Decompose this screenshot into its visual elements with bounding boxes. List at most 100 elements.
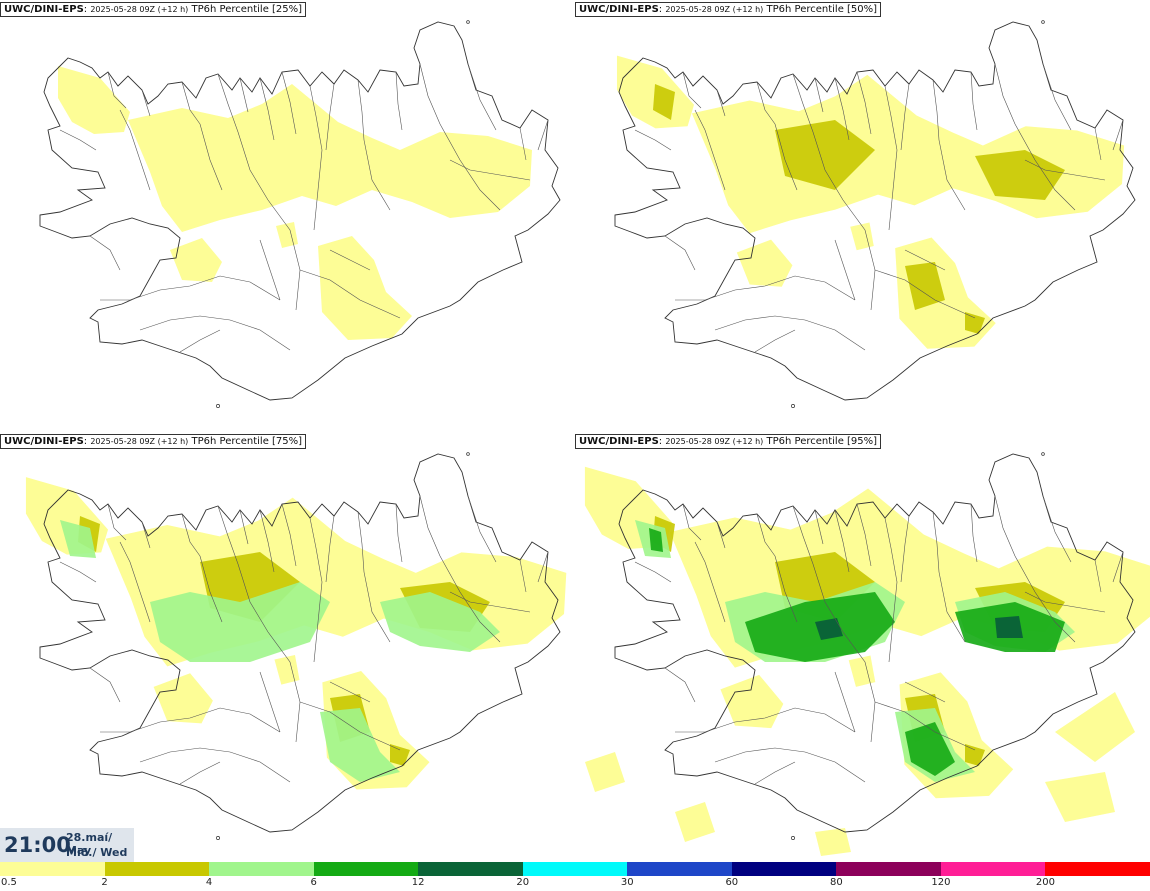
road-line bbox=[139, 315, 291, 351]
road-line bbox=[281, 71, 297, 135]
road-line bbox=[363, 571, 391, 643]
road-line bbox=[664, 235, 696, 271]
map-canvas bbox=[39, 20, 561, 408]
precip-area bbox=[720, 674, 784, 729]
panel-title: UWC/DINI-EPS: 2025-05-28 09Z (+12 h) TP6… bbox=[575, 434, 882, 449]
run-date: 2025-05-28 09Z (+12 h) bbox=[665, 5, 764, 14]
precip-area bbox=[60, 520, 96, 558]
run-date: 2025-05-28 09Z (+12 h) bbox=[90, 437, 189, 446]
precip-area bbox=[736, 239, 793, 287]
road-line bbox=[259, 239, 281, 301]
precip-area bbox=[170, 238, 222, 282]
product-label: TP6h Percentile [50%] bbox=[766, 4, 878, 15]
legend-swatch bbox=[209, 862, 315, 876]
precip-area bbox=[675, 802, 715, 842]
precip-area bbox=[390, 744, 410, 766]
legend-tick-label: 80 bbox=[829, 877, 843, 888]
precip-area bbox=[815, 828, 851, 856]
road-line bbox=[694, 109, 726, 191]
model-name: UWC/DINI-EPS bbox=[4, 436, 84, 447]
road-line bbox=[179, 329, 221, 353]
road-line bbox=[89, 667, 121, 703]
road-line bbox=[904, 249, 946, 271]
road-line bbox=[1042, 63, 1072, 131]
precip-area bbox=[775, 120, 875, 190]
iceland-map bbox=[39, 20, 561, 408]
road-line bbox=[309, 517, 323, 583]
precip-area bbox=[1055, 692, 1135, 762]
precip-area bbox=[895, 237, 996, 349]
panel-top-left: UWC/DINI-EPS: 2025-05-28 09Z (+12 h) TP6… bbox=[0, 0, 575, 430]
road-line bbox=[970, 71, 978, 131]
road-line bbox=[59, 561, 97, 583]
road-line bbox=[439, 555, 501, 643]
road-line bbox=[716, 521, 726, 549]
road-line bbox=[856, 71, 872, 135]
road-line bbox=[141, 89, 151, 117]
precip-area bbox=[975, 150, 1065, 200]
precip-area bbox=[815, 618, 843, 640]
road-line bbox=[774, 123, 798, 191]
precip-area bbox=[585, 752, 625, 792]
road-line bbox=[313, 581, 323, 663]
road-line bbox=[1024, 159, 1106, 181]
road-line bbox=[59, 129, 97, 151]
iceland-map bbox=[25, 452, 567, 840]
road-line bbox=[217, 505, 239, 565]
road-line bbox=[834, 77, 850, 141]
road-line bbox=[237, 563, 301, 743]
island bbox=[1041, 452, 1045, 456]
legend-swatch bbox=[627, 862, 733, 876]
island bbox=[791, 404, 795, 408]
valid-weekday: Mið./ Wed bbox=[66, 846, 128, 859]
road-line bbox=[181, 513, 201, 557]
road-line bbox=[1014, 555, 1076, 643]
road-line bbox=[834, 509, 850, 573]
road-line bbox=[874, 269, 976, 319]
road-line bbox=[994, 495, 1016, 557]
precip-area bbox=[905, 722, 955, 776]
legend-tick-label: 12 bbox=[411, 877, 425, 888]
road-line bbox=[714, 747, 866, 783]
road-line bbox=[900, 83, 910, 151]
road-line bbox=[119, 109, 151, 191]
product-label: TP6h Percentile [75%] bbox=[191, 436, 303, 447]
road-line bbox=[1094, 559, 1102, 593]
legend-tick-label: 6 bbox=[310, 877, 317, 888]
road-line bbox=[519, 127, 527, 161]
road-line bbox=[664, 667, 696, 703]
road-line bbox=[217, 73, 239, 133]
panel-title: UWC/DINI-EPS: 2025-05-28 09Z (+12 h) TP6… bbox=[575, 2, 882, 17]
road-line bbox=[439, 123, 501, 211]
precip-area bbox=[965, 744, 985, 766]
precip-area bbox=[276, 222, 298, 248]
legend-swatch bbox=[0, 862, 106, 876]
road-line bbox=[281, 503, 297, 567]
valid-date: 28.maí/ May bbox=[66, 831, 113, 857]
road-line bbox=[325, 83, 335, 151]
road-line bbox=[419, 63, 441, 125]
road-line bbox=[259, 77, 275, 141]
road-line bbox=[237, 131, 301, 311]
road-line bbox=[754, 761, 796, 785]
valid-time: 21:00 bbox=[4, 833, 71, 857]
legend-swatch bbox=[1045, 862, 1150, 876]
road-line bbox=[467, 63, 497, 131]
coastline bbox=[614, 453, 1136, 833]
road-line bbox=[357, 79, 365, 141]
road-line bbox=[1014, 123, 1076, 211]
road-line bbox=[107, 503, 127, 541]
road-line bbox=[363, 139, 391, 211]
road-line bbox=[239, 77, 249, 113]
road-line bbox=[754, 329, 796, 353]
road-line bbox=[856, 503, 872, 567]
legend-tick-label: 2 bbox=[101, 877, 108, 888]
island bbox=[466, 20, 470, 24]
precip-area bbox=[153, 673, 213, 724]
road-line bbox=[537, 551, 549, 583]
road-line bbox=[792, 505, 814, 565]
map-canvas bbox=[25, 452, 567, 840]
precip-area bbox=[653, 84, 675, 120]
road-line bbox=[449, 159, 531, 181]
legend-tick-label: 60 bbox=[725, 877, 739, 888]
